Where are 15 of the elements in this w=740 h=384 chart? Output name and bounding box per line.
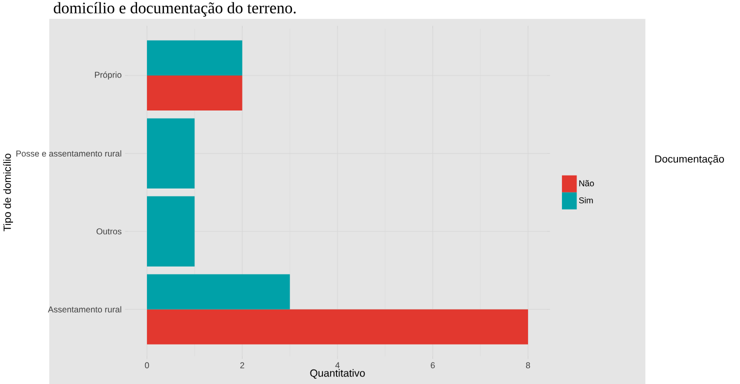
x-tick-label: 2	[240, 362, 244, 368]
x-tick-label: 8	[526, 362, 530, 368]
y-tick-label: Assentamento rural	[48, 306, 122, 312]
x-axis-title: Quantitativo	[310, 369, 365, 379]
legend-title: Documentação	[655, 154, 724, 165]
y-tick-label: Outros	[96, 228, 122, 234]
legend-label: Não	[579, 180, 594, 186]
legend-label: Sim	[579, 197, 593, 204]
x-tick-label: 4	[335, 362, 340, 368]
y-axis-title: Tipo de domicílio	[3, 154, 13, 232]
x-tick-label: 6	[430, 362, 435, 368]
x-tick-label: 0	[144, 362, 150, 368]
text: domicílio e documentação do terreno.	[54, 2, 296, 17]
y-tick-label: Próprio	[94, 71, 122, 80]
y-tick-label: Posse e assentamento rural	[16, 150, 122, 156]
